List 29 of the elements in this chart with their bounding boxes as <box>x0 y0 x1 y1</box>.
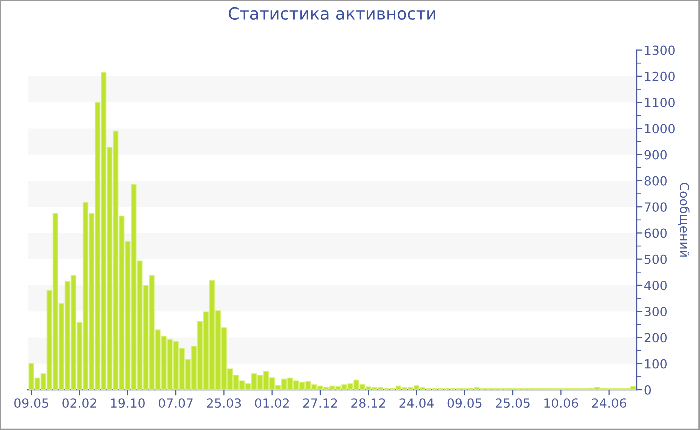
x-tick-label: 25.05 <box>496 398 530 408</box>
y-tick-label: 700 <box>644 202 667 212</box>
x-tick-label: 19.10 <box>111 398 145 408</box>
y-tick-label: 900 <box>644 150 667 160</box>
x-tick-label: 24.04 <box>400 398 434 408</box>
x-tick-label: 25.03 <box>207 398 242 408</box>
y-tick-label: 1000 <box>645 124 675 134</box>
y-tick-label: 200 <box>644 333 667 343</box>
x-tick-label: 28.12 <box>352 398 386 408</box>
chart-title: Статистика активности <box>229 7 436 20</box>
x-tick-label: 10.06 <box>544 398 578 408</box>
x-tick-label: 07.07 <box>158 398 193 408</box>
x-tick-label: 27.12 <box>303 398 338 408</box>
y-tick-label: 600 <box>644 228 667 238</box>
y-tick-label: 0 <box>644 385 652 395</box>
y-tick-label: 1300 <box>645 46 675 56</box>
y-tick-label: 400 <box>644 280 667 290</box>
x-tick-label: 09.05 <box>14 398 48 408</box>
x-tick-label: 02.02 <box>62 398 96 408</box>
x-tick-label: 01.02 <box>255 398 289 408</box>
y-tick-label: 1100 <box>645 98 675 108</box>
x-tick-label: 24.06 <box>592 398 626 408</box>
y-tick-label: 800 <box>644 176 667 186</box>
x-tick-label: 09.05 <box>448 398 482 408</box>
y-tick-label: 100 <box>645 359 667 369</box>
y-axis-title: Сообщений <box>678 183 690 257</box>
y-tick-label: 1200 <box>645 72 675 82</box>
y-tick-label: 500 <box>644 254 667 264</box>
y-tick-label: 300 <box>644 307 667 317</box>
